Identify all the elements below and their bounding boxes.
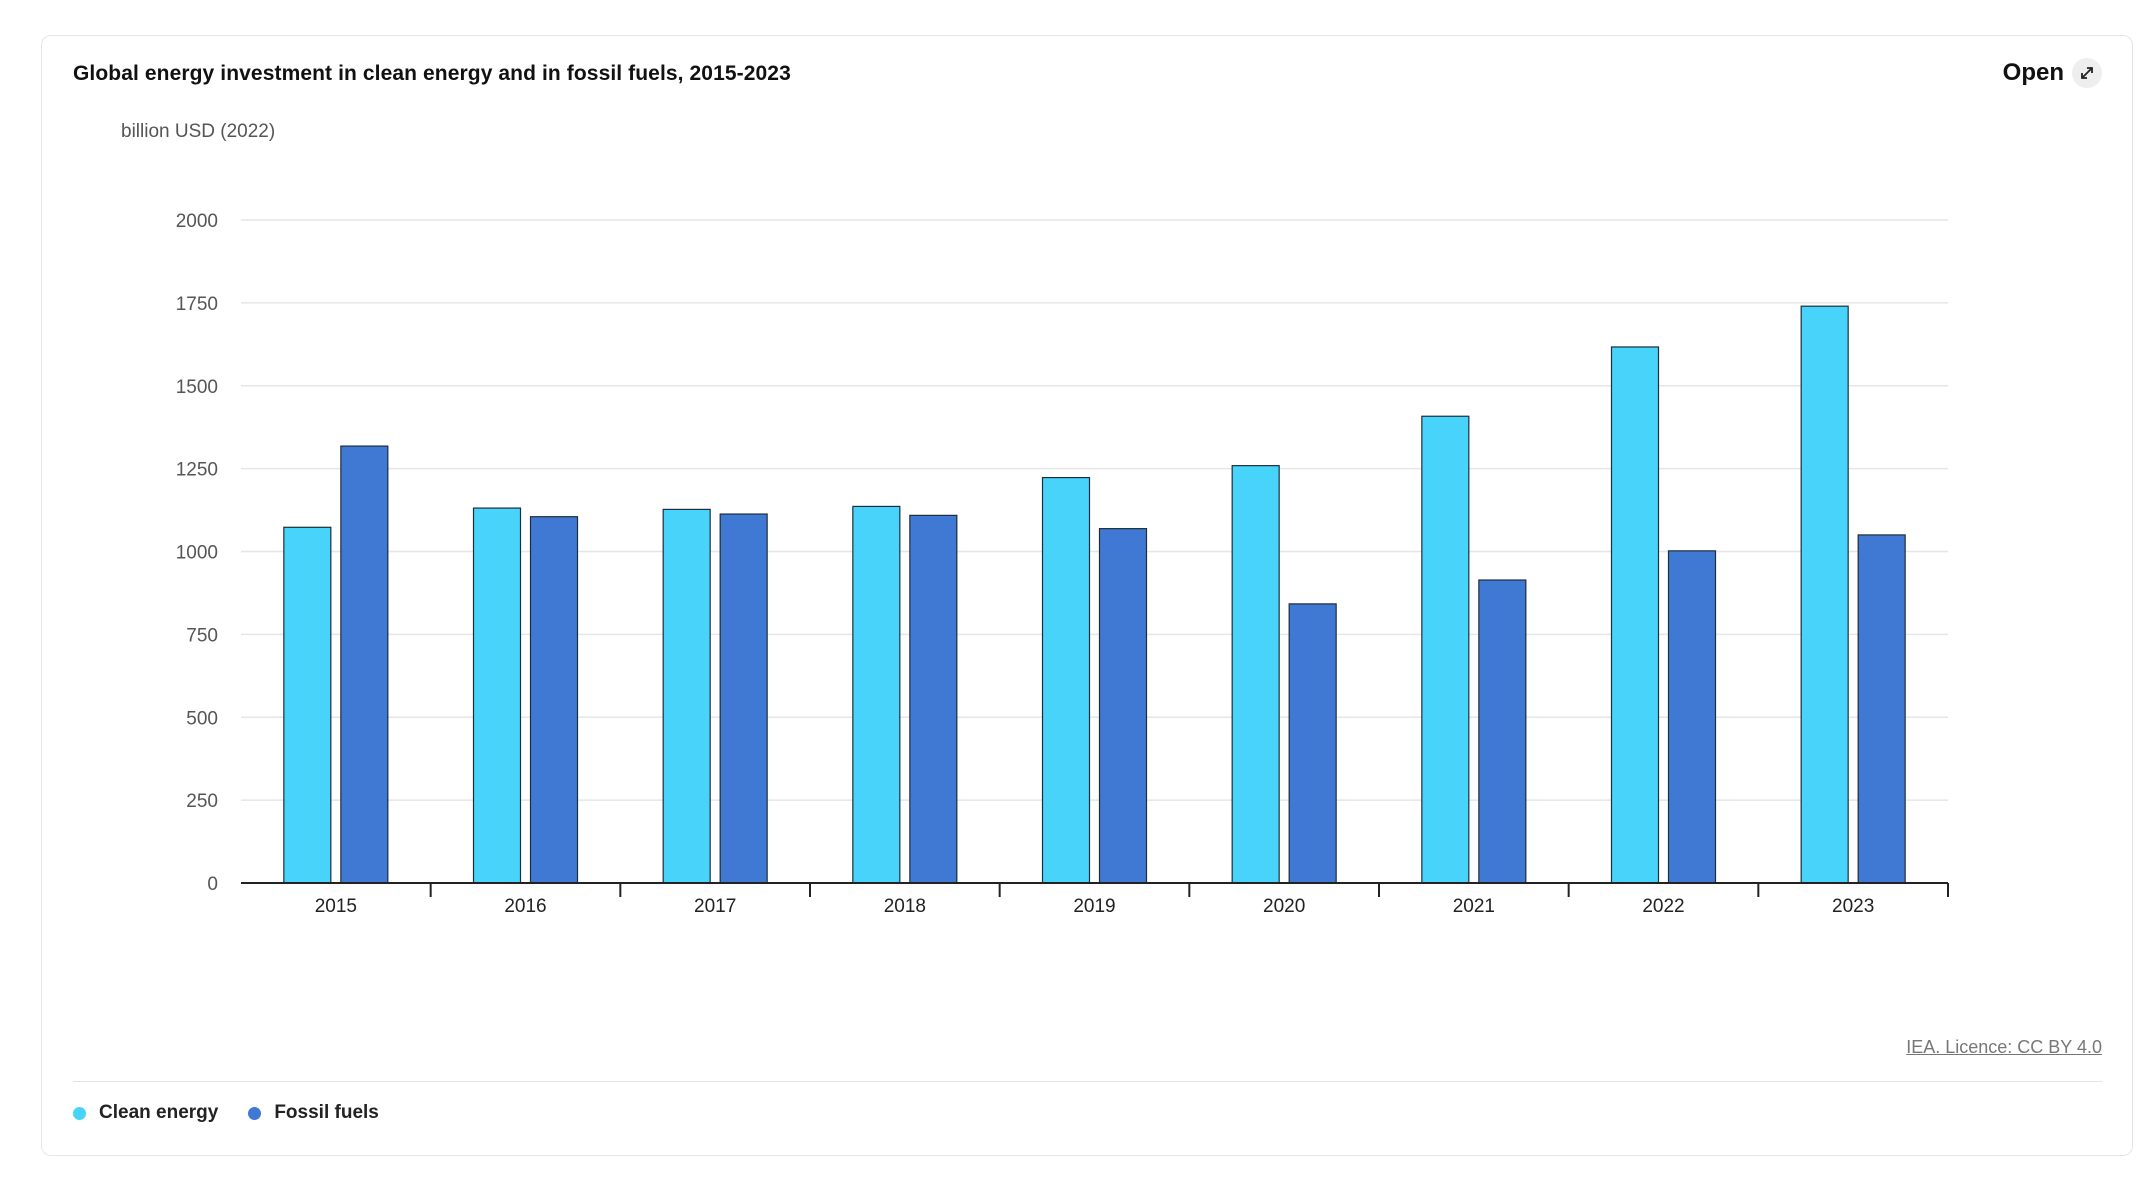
x-tick-label-2018: 2018 (884, 896, 926, 917)
licence-link[interactable]: IEA. Licence: CC BY 4.0 (1906, 1037, 2102, 1057)
legend-dot-clean-energy (73, 1106, 86, 1120)
bar-fossil-fuels-2020 (1288, 603, 1337, 884)
x-tick-label-2015: 2015 (315, 896, 357, 917)
x-tick-label-2023: 2023 (1832, 896, 1874, 917)
y-tick-label-1000: 1000 (176, 543, 218, 564)
y-tick-label-1500: 1500 (176, 377, 218, 398)
bar-clean-energy-2018 (852, 505, 901, 884)
legend-label-fossil-fuels: Fossil fuels (274, 1102, 379, 1123)
chart-title: Global energy investment in clean energy… (73, 62, 791, 85)
legend-item-fossil-fuels[interactable]: Fossil fuels (248, 1102, 379, 1124)
y-tick-label-1750: 1750 (176, 294, 218, 315)
x-tick-label-2016: 2016 (504, 896, 546, 917)
open-label: Open (2002, 59, 2064, 86)
x-tick-label-2017: 2017 (694, 896, 736, 917)
open-button[interactable]: Open (2003, 58, 2102, 88)
x-tick-label-2020: 2020 (1263, 896, 1305, 917)
y-tick-label-250: 250 (186, 791, 218, 812)
bar-fossil-fuels-2022 (1667, 550, 1717, 884)
legend: Clean energy Fossil fuels (73, 1102, 379, 1124)
bar-clean-energy-2017 (662, 508, 711, 884)
bar-clean-energy-2015 (283, 526, 332, 884)
external-expand-icon (2072, 58, 2102, 88)
y-tick-label-500: 500 (186, 708, 218, 729)
legend-dot-fossil-fuels (248, 1106, 262, 1120)
legend-divider (73, 1081, 2102, 1082)
bar-clean-energy-2022 (1610, 346, 1660, 884)
bar-fossil-fuels-2015 (340, 445, 389, 884)
legend-label-clean-energy: Clean energy (99, 1102, 219, 1123)
bar-clean-energy-2023 (1800, 305, 1849, 884)
y-tick-label-2000: 2000 (176, 211, 218, 232)
x-tick-label-2019: 2019 (1073, 896, 1115, 917)
bar-fossil-fuels-2018 (909, 514, 958, 884)
y-tick-label-750: 750 (186, 625, 218, 646)
bar-fossil-fuels-2016 (529, 516, 579, 884)
bar-fossil-fuels-2023 (1857, 534, 1906, 884)
x-tick-label-2022: 2022 (1642, 896, 1684, 917)
x-tick-label-2021: 2021 (1453, 896, 1495, 917)
y-tick-label-0: 0 (207, 874, 218, 895)
y-tick-label-1250: 1250 (176, 460, 218, 481)
bar-clean-energy-2019 (1041, 476, 1091, 884)
bar-fossil-fuels-2021 (1478, 579, 1527, 884)
bar-clean-energy-2020 (1231, 465, 1280, 884)
bar-fossil-fuels-2017 (719, 513, 768, 884)
chart-card: Global energy investment in clean energy… (41, 35, 2133, 1156)
legend-item-clean-energy[interactable]: Clean energy (73, 1102, 218, 1124)
bar-fossil-fuels-2019 (1098, 528, 1148, 884)
bar-clean-energy-2016 (472, 507, 522, 884)
y-axis-unit-label: billion USD (2022) (121, 121, 276, 142)
bar-clean-energy-2021 (1421, 415, 1470, 884)
